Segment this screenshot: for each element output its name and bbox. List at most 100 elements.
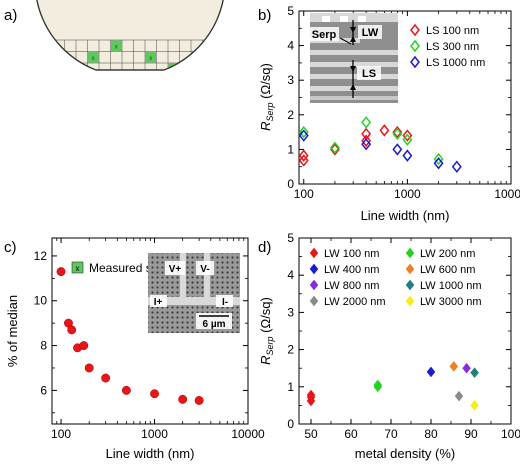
x-tick-label: 100 [51,427,71,441]
legend-b-marker-0 [410,23,420,37]
y-tick-label: 2 [287,108,294,122]
data-point-b-series-2 [433,157,444,170]
legend-d-label-2: LW 400 nm [324,264,379,276]
inset-label-iplus: I+ [154,297,163,308]
inset-label-lw: LW [362,27,379,39]
measured-site [65,110,76,121]
data-point-b-series-1 [329,141,340,154]
y-tick-label: 2 [287,343,294,357]
data-point-d-series-4 [462,362,471,374]
inset-label-vplus: V+ [169,264,182,275]
measured-site-symbol: x [126,182,129,188]
measured-site-symbol: x [80,171,83,177]
data-points-b [298,116,462,173]
legend-d-label-4: LW 800 nm [324,280,379,292]
y-tick-label: 5 [287,4,294,18]
legend-b-label-1: LS 300 nm [426,41,479,53]
measured-site [157,213,168,224]
inset-label-vminus: V- [200,264,209,275]
data-point-c [84,363,94,373]
measured-site-symbol: x [80,79,83,85]
legend-b-item-0: LS 100 nm [410,23,479,37]
measured-site [65,190,76,201]
data-point-b-series-2 [402,149,413,162]
data-point-d-series-5 [470,367,479,379]
legend-d-label-6: LW 2000 nm [324,296,386,308]
legend-d-item-4: LW 800 nm [309,279,379,292]
data-point-b-series-1 [392,127,403,141]
y-tick-label: 10 [34,294,48,308]
legend-d-marker-3 [405,263,415,275]
inset-scalebar-label: 6 µm [203,319,226,330]
panel-label-d: d) [258,239,271,256]
legend-d-marker-4 [309,279,319,291]
measured-site [100,98,111,109]
data-point-b-series-0 [361,127,372,141]
measured-site [123,75,134,86]
measured-site [180,110,191,121]
measured-site-symbol: x [161,136,164,142]
legend-b-item-2: LS 1000 nm [410,55,485,69]
y-tick-label: 12 [34,249,48,263]
data-point-d-series-1 [373,381,383,393]
axes-d: 50 60 70 80 90 100 0 1 2 3 4 5 [287,231,520,441]
inset-label-iminus: I- [222,297,228,308]
measured-site [88,52,99,63]
measured-site [54,144,65,155]
measured-site-symbol: x [149,171,152,177]
axes-c: 100 1000 10000 6 8 10 12 [34,238,265,441]
x-tick-label: 90 [464,427,478,441]
data-point-b-series-0 [392,125,403,139]
measured-site [192,75,203,86]
measured-site [203,121,214,132]
data-points-c [56,267,204,405]
data-point-d-series-6 [454,390,464,402]
data-point-b-series-0 [379,124,390,137]
measured-site-symbol: x [92,56,95,62]
measured-site-symbol: x [138,125,141,131]
measured-site-symbol: x [149,56,152,62]
data-point-b-series-1 [298,125,309,139]
measured-site [134,202,145,213]
measured-site-symbol: x [103,102,106,108]
measured-site-symbol: x [69,113,72,119]
measured-site [123,179,134,190]
legend-d-marker-2 [309,263,319,275]
data-point-b-series-0 [298,149,309,162]
legend-d-marker-5 [405,279,415,291]
panel-label-a: a) [4,7,17,24]
legend-d-item-2: LW 400 nm [309,263,379,276]
legend-d-marker-1 [405,247,415,259]
measured-site [54,87,65,98]
data-point-b-series-2 [298,129,309,142]
legend-b-label-0: LS 100 nm [426,25,479,37]
legend-d-item-6: LW 2000 nm [309,295,386,308]
legend-b: LS 100 nm LS 300 nm LS 1000 nm [410,23,485,69]
measured-site [146,167,157,178]
data-point-b-series-0 [329,143,340,156]
measured-site [77,167,88,178]
x-axis-label-d: metal density (%) [355,446,455,461]
data-point-b-series-2 [361,138,372,151]
x-tick-label: 1000 [141,427,168,441]
data-point-d-series-2 [426,366,436,378]
data-point-c [79,341,89,351]
measured-site-symbol: x [138,205,141,211]
legend-d-item-5: LW 1000 nm [405,279,482,292]
y-axis-label-d: RSerp (Ω/sq) [258,297,275,365]
data-point-b-series-1 [402,133,413,146]
measured-site [145,52,156,63]
y-tick-label: 6 [40,383,47,397]
data-point-b-series-0 [298,154,309,167]
measured-site-symbol: x [161,217,164,223]
x-tick-label: 100 [294,187,314,201]
measured-site-symbol: x [172,182,175,188]
measured-site [88,133,99,144]
measured-site [77,75,88,86]
data-point-b-series-1 [433,152,444,166]
x-tick-label: 10000 [231,427,265,441]
panel-b: b) 100 1000 10000 0 1 2 3 4 5 LW [258,4,520,223]
data-point-d-series-7 [470,399,479,411]
